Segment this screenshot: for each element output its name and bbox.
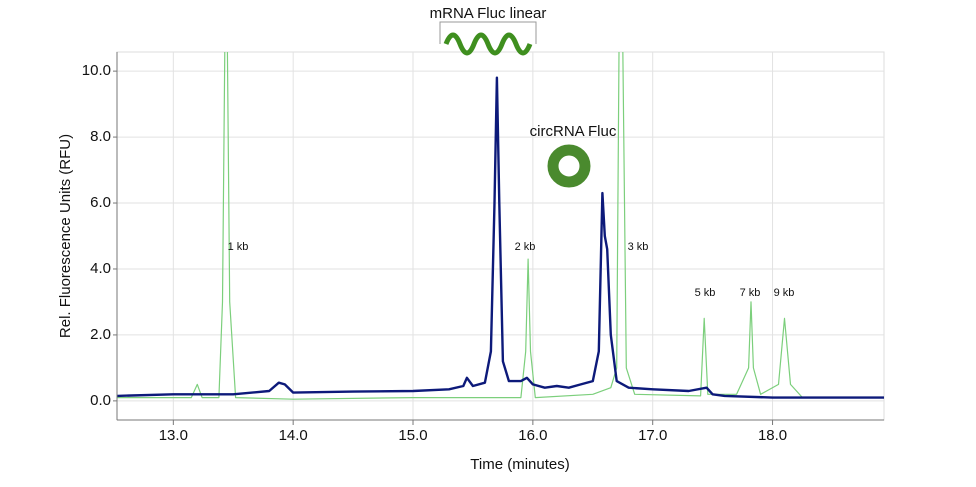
y-tick-label: 10.0 (82, 62, 111, 79)
annotation: mRNA Fluc linear (430, 5, 547, 22)
y-axis-label: Rel. Fluorescence Units (RFU) (57, 134, 74, 338)
y-tick-label: 2.0 (90, 326, 111, 343)
annotation: 5 kb (695, 287, 716, 299)
annotation: 3 kb (628, 241, 649, 253)
x-axis-label: Time (minutes) (470, 456, 569, 473)
traces (117, 52, 884, 400)
trace-line (117, 76, 884, 399)
annotation: 2 kb (515, 241, 536, 253)
y-tick-label: 8.0 (90, 128, 111, 145)
annotation: circRNA Fluc (530, 123, 617, 140)
y-tick-label: 4.0 (90, 260, 111, 277)
x-tick-label: 18.0 (758, 427, 787, 444)
annotation: 1 kb (228, 241, 249, 253)
mrna-icon (443, 32, 533, 56)
y-tick-label: 6.0 (90, 194, 111, 211)
annotation: 7 kb (740, 287, 761, 299)
x-tick-label: 17.0 (638, 427, 667, 444)
annotation: 9 kb (774, 287, 795, 299)
x-tick-label: 15.0 (398, 427, 427, 444)
annotations: mRNA Fluc linear circRNA Fluc 1 kb 2 kb 3 kb… (228, 5, 795, 299)
x-tick-label: 14.0 (279, 427, 308, 444)
trace-line (117, 52, 884, 400)
circrna-icon (547, 144, 591, 188)
x-tick-label: 16.0 (518, 427, 547, 444)
x-tick-label: 13.0 (159, 427, 188, 444)
y-tick-label: 0.0 (90, 392, 111, 409)
